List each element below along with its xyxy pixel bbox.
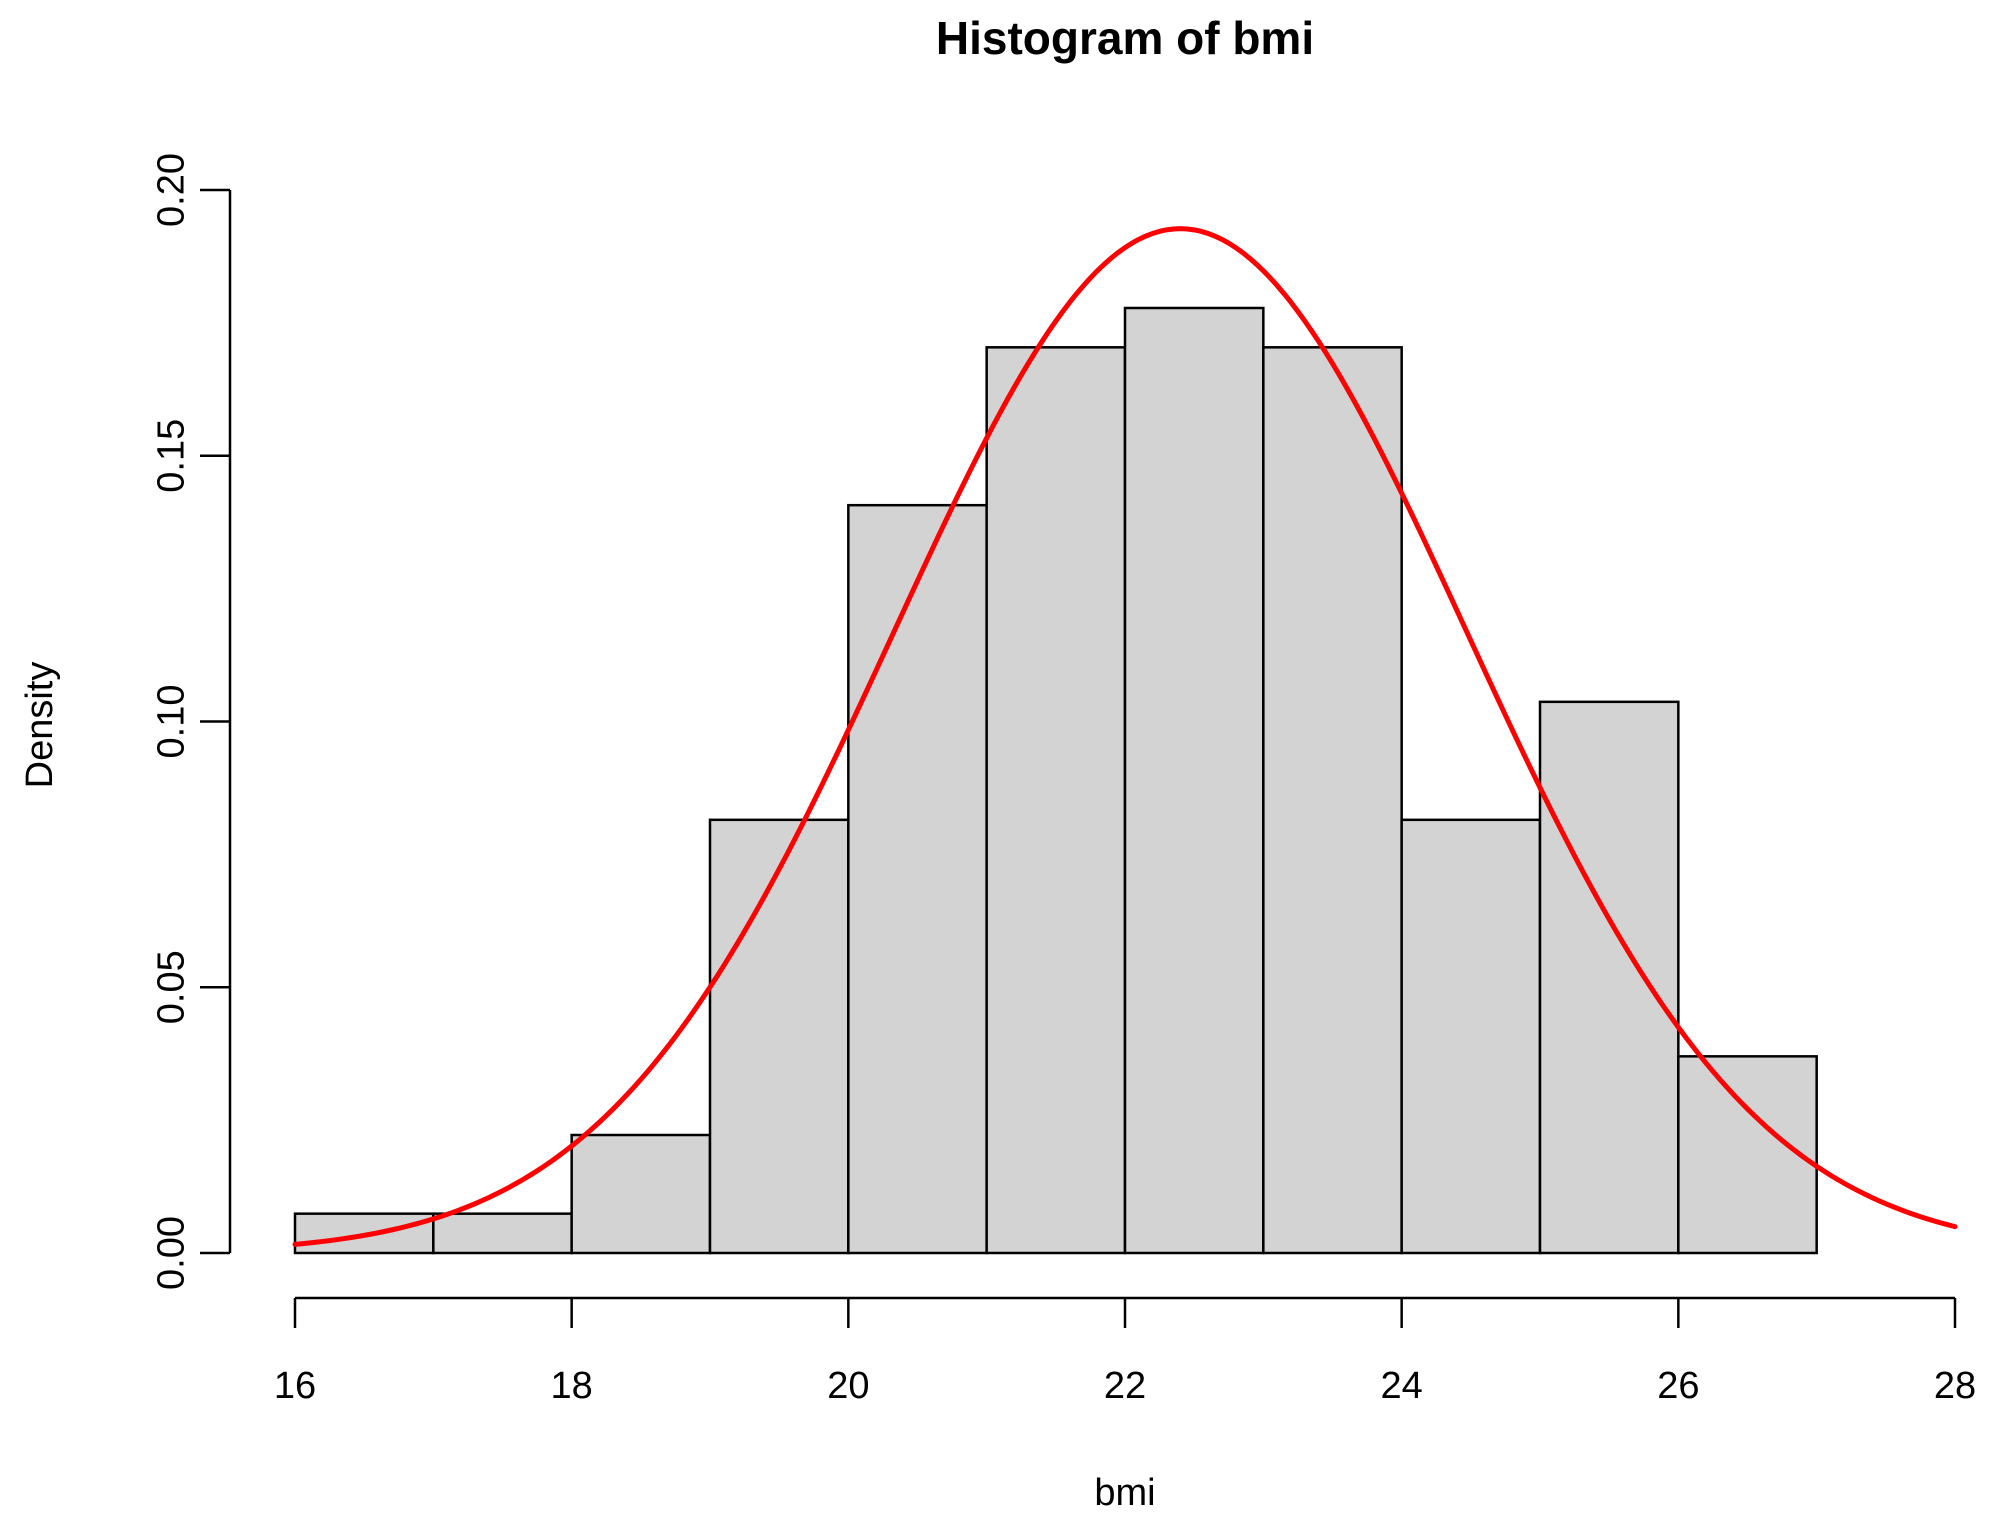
x-axis-label: bmi [1094, 1472, 1155, 1514]
y-axis: 0.00 0.05 0.10 0.15 0.20 [150, 153, 232, 1290]
histogram-bar-6 [985, 346, 1127, 1255]
y-tick-label-0: 0.00 [150, 1216, 192, 1290]
x-tick-label-2: 20 [827, 1365, 869, 1407]
histogram-bar-2 [432, 1212, 573, 1255]
histogram-bar-5 [847, 503, 988, 1255]
x-tick-label-6: 28 [1934, 1365, 1976, 1407]
x-tick-label-5: 26 [1657, 1365, 1699, 1407]
histogram-bar-8 [1262, 346, 1403, 1255]
x-tick-label-0: 16 [274, 1365, 316, 1407]
chart-title: Histogram of bmi [936, 12, 1314, 64]
x-tick-label-3: 22 [1104, 1365, 1146, 1407]
x-axis: 16 18 20 22 24 26 28 [274, 1296, 1976, 1407]
y-tick-label-4: 0.20 [150, 153, 192, 227]
y-tick-label-1: 0.05 [150, 950, 192, 1024]
y-tick-label-3: 0.15 [150, 419, 192, 493]
density-curve [292, 226, 1958, 1247]
bars-group [293, 306, 1818, 1255]
density-curve-group [292, 226, 1958, 1247]
histogram-bar-11 [1677, 1055, 1818, 1255]
histogram-bar-9 [1400, 818, 1542, 1255]
x-tick-label-4: 24 [1381, 1365, 1423, 1407]
histogram-bar-1 [293, 1212, 435, 1255]
histogram-bar-4 [708, 818, 850, 1255]
histogram-bar-7 [1123, 306, 1265, 1255]
histogram-bar-10 [1538, 700, 1680, 1255]
y-tick-label-2: 0.10 [150, 685, 192, 759]
histogram-bar-3 [570, 1133, 712, 1255]
y-axis-label: Density [19, 662, 61, 789]
x-tick-label-1: 18 [551, 1365, 593, 1407]
